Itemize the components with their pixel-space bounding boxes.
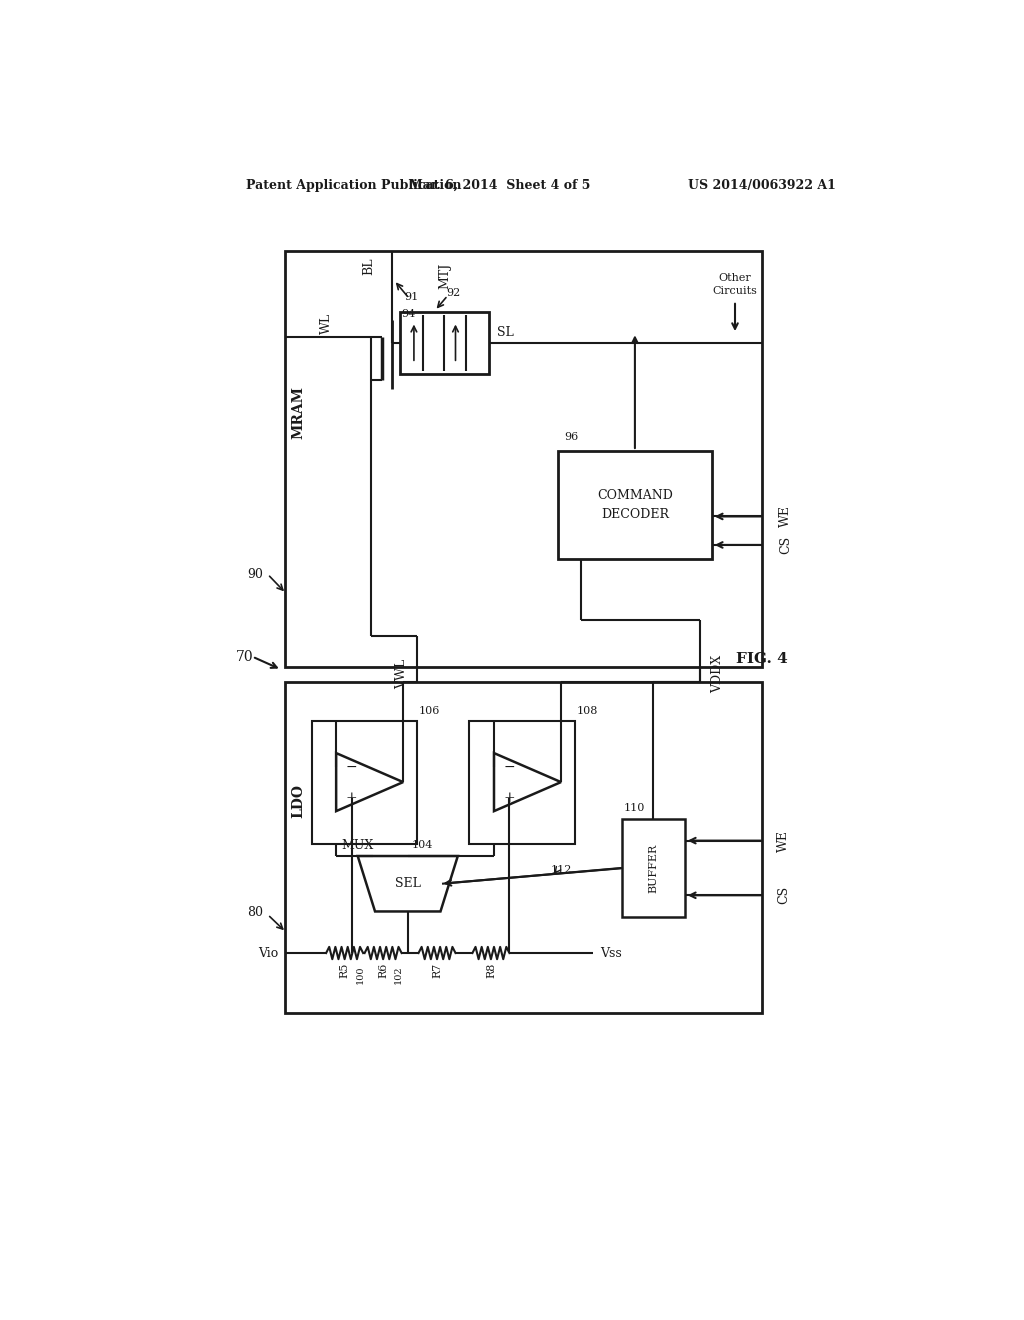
Text: 106: 106: [419, 706, 440, 717]
Text: −: −: [346, 760, 357, 774]
Text: 91: 91: [403, 292, 418, 302]
Text: FIG. 4: FIG. 4: [736, 652, 787, 665]
Text: Mar. 6, 2014  Sheet 4 of 5: Mar. 6, 2014 Sheet 4 of 5: [410, 178, 591, 191]
Text: 80: 80: [247, 907, 263, 920]
Text: Patent Application Publication: Patent Application Publication: [246, 178, 462, 191]
Text: MRAM: MRAM: [292, 385, 305, 440]
Bar: [469, 721, 574, 843]
Text: CS: CS: [779, 536, 792, 554]
Text: WE: WE: [779, 506, 792, 528]
Text: MTJ: MTJ: [438, 263, 452, 289]
Text: 96: 96: [564, 432, 579, 442]
Text: Other: Other: [719, 273, 752, 282]
Text: VDDX: VDDX: [711, 655, 724, 693]
Text: CS: CS: [777, 886, 791, 904]
Text: R7: R7: [432, 962, 442, 978]
Text: 108: 108: [577, 706, 598, 717]
Text: WL: WL: [321, 313, 334, 334]
Bar: [285, 682, 762, 1014]
Text: Vio: Vio: [258, 946, 279, 960]
Text: 70: 70: [236, 651, 253, 664]
Text: −: −: [504, 760, 515, 774]
Bar: [400, 313, 488, 374]
Text: 104: 104: [412, 841, 433, 850]
Text: WE: WE: [777, 830, 791, 851]
Text: COMMAND: COMMAND: [597, 490, 673, 502]
Text: 110: 110: [624, 804, 645, 813]
Text: BL: BL: [362, 257, 376, 275]
Bar: [622, 818, 685, 917]
Text: 100: 100: [355, 965, 365, 983]
Bar: [285, 251, 762, 667]
Text: R8: R8: [486, 962, 496, 978]
Text: 90: 90: [247, 568, 263, 581]
Text: R6: R6: [378, 962, 388, 978]
Text: +: +: [346, 791, 357, 804]
Text: 92: 92: [446, 288, 461, 298]
Bar: [311, 721, 417, 843]
Text: MUX: MUX: [342, 838, 374, 851]
Text: 112: 112: [550, 865, 571, 875]
Text: +: +: [504, 791, 515, 804]
Text: US 2014/0063922 A1: US 2014/0063922 A1: [688, 178, 836, 191]
Text: SL: SL: [498, 326, 514, 339]
Text: 102: 102: [394, 965, 402, 983]
Text: 94: 94: [401, 309, 416, 319]
Bar: [558, 451, 712, 558]
Text: DECODER: DECODER: [601, 508, 669, 520]
Text: R5: R5: [340, 962, 349, 978]
Text: Circuits: Circuits: [713, 286, 758, 296]
Text: LDO: LDO: [292, 784, 305, 818]
Text: BUFFER: BUFFER: [648, 843, 658, 892]
Text: VWL: VWL: [395, 659, 408, 689]
Text: SEL: SEL: [395, 878, 421, 890]
Text: Vss: Vss: [600, 946, 622, 960]
